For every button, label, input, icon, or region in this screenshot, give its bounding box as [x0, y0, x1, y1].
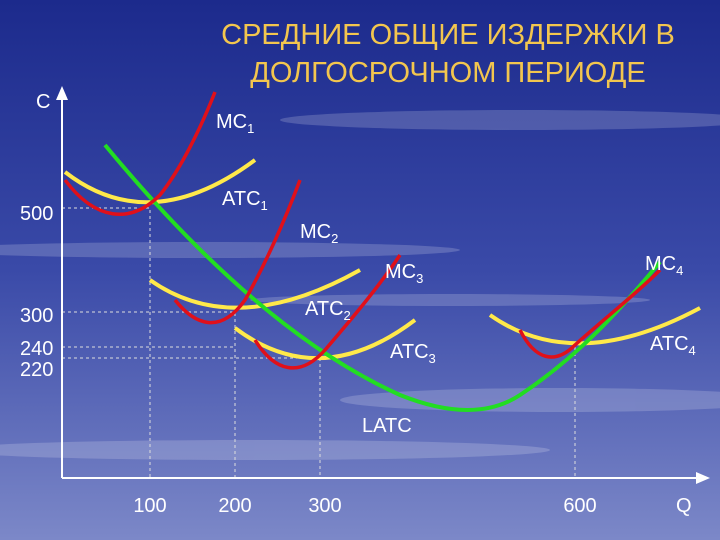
curve-label: ATC4	[650, 333, 696, 358]
title-line: ДОЛГОСРОЧНОМ ПЕРИОДЕ	[250, 57, 645, 89]
title-line: СРЕДНИЕ ОБЩИЕ ИЗДЕРЖКИ В	[221, 19, 675, 51]
curve-label: ATC3	[390, 341, 436, 366]
mc-curve	[518, 268, 662, 359]
curves	[63, 91, 701, 412]
x-tick-label: 300	[308, 495, 341, 517]
y-axis-label: C	[36, 91, 50, 113]
x-tick-label: 600	[563, 495, 596, 517]
streaks	[0, 110, 720, 460]
x-tick-label: 100	[133, 495, 166, 517]
atc-curve	[148, 268, 361, 310]
mc-curve	[253, 254, 402, 370]
y-tick-label: 220	[20, 359, 53, 381]
x-axis-label: Q	[676, 495, 692, 517]
latc-curve	[103, 143, 662, 412]
x-tick-label: 200	[218, 495, 251, 517]
axes	[56, 86, 710, 484]
guides	[62, 207, 576, 478]
y-tick-label: 240	[20, 338, 53, 360]
curve-label: ATC2	[305, 298, 351, 323]
mc-curve	[173, 179, 302, 325]
curve-label: ATC1	[222, 188, 268, 213]
y-tick-label: 500	[20, 203, 53, 225]
y-tick-label: 300	[20, 305, 53, 327]
curve-label: MC1	[216, 111, 254, 136]
curve-label: MC4	[645, 253, 683, 278]
curve-label: MC3	[385, 261, 423, 286]
curve-label: LATC	[362, 415, 412, 437]
mc-curve	[63, 91, 217, 217]
curve-label: MC2	[300, 221, 338, 246]
